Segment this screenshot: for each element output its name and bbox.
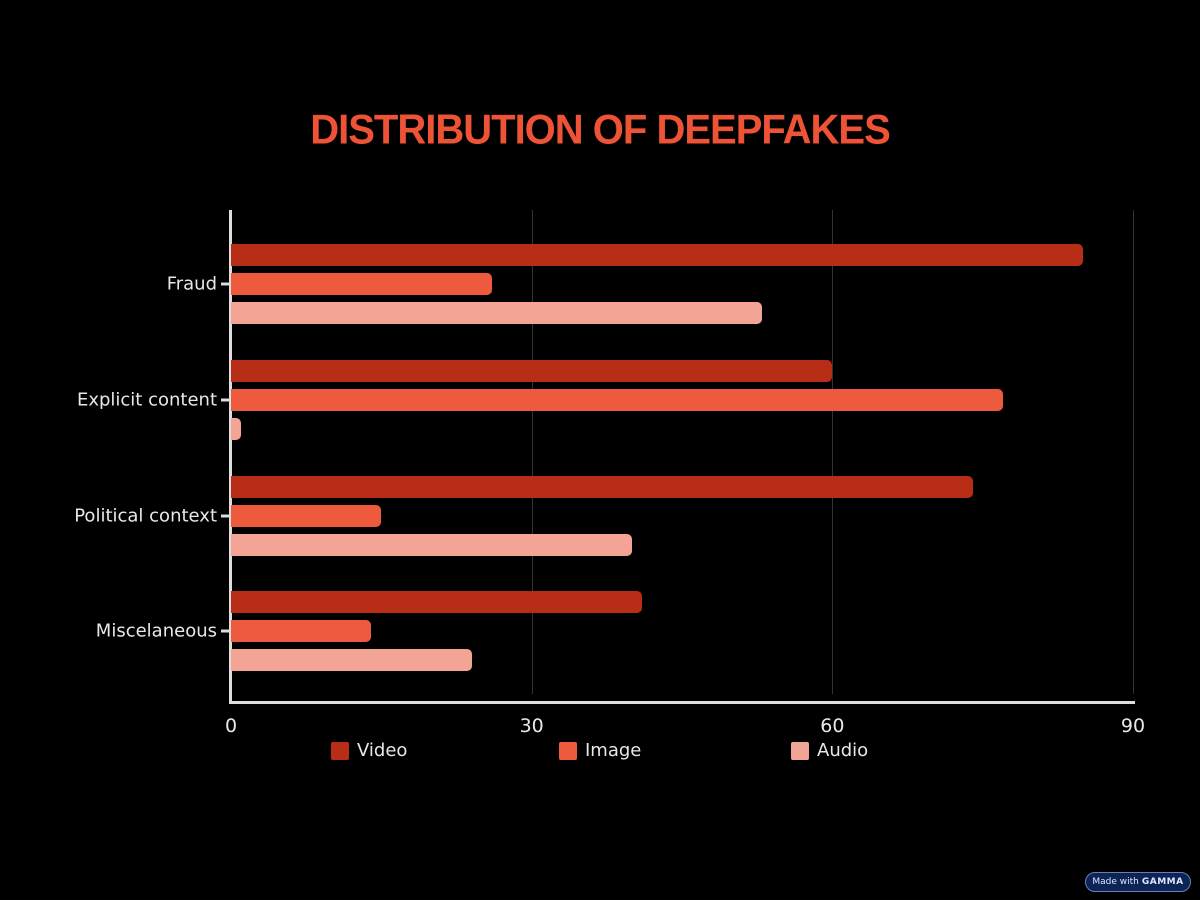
bar-video[interactable] xyxy=(231,476,973,498)
bar-image[interactable] xyxy=(231,389,1003,411)
category-tick xyxy=(221,282,230,286)
bar-video[interactable] xyxy=(231,244,1083,266)
legend-label: Video xyxy=(357,740,408,761)
category-tick xyxy=(221,514,230,518)
legend-item-video[interactable]: Video xyxy=(331,740,407,761)
x-axis xyxy=(229,701,1135,704)
bar-audio[interactable] xyxy=(231,418,242,440)
legend-swatch xyxy=(791,741,809,760)
bar-image[interactable] xyxy=(231,273,492,295)
gridline xyxy=(832,210,834,694)
bar-audio[interactable] xyxy=(231,649,472,671)
gridline xyxy=(1133,210,1134,694)
y-axis xyxy=(229,210,232,704)
legend-item-audio[interactable]: Audio xyxy=(791,740,868,761)
category-tick xyxy=(221,398,230,402)
bar-image[interactable] xyxy=(231,620,372,642)
bar-audio[interactable] xyxy=(231,302,763,324)
category-label: Fraud xyxy=(166,273,217,295)
chart-title: DISTRIBUTION OF DEEPFAKES xyxy=(310,106,891,154)
category-label: Political context xyxy=(74,505,217,527)
bar-audio[interactable] xyxy=(231,534,632,556)
bar-video[interactable] xyxy=(231,360,833,382)
x-tick-label: 60 xyxy=(820,715,845,737)
legend: Video Image Audio xyxy=(0,740,1200,764)
bar-image[interactable] xyxy=(231,505,382,527)
category-label: Miscelaneous xyxy=(95,620,217,642)
x-tick-label: 90 xyxy=(1120,715,1146,737)
gridline xyxy=(531,210,533,694)
x-tick-label: 0 xyxy=(224,715,238,737)
made-with-gamma-badge[interactable]: Made with GAMMA xyxy=(1085,872,1191,892)
category-tick xyxy=(221,629,230,633)
legend-item-image[interactable]: Image xyxy=(559,740,641,761)
badge-brand: GAMMA xyxy=(1141,877,1184,887)
category-label: Explicit content xyxy=(76,389,217,411)
legend-swatch xyxy=(559,741,577,760)
plot-area: 0 30 60 90 Fraud Explicit content Political co… xyxy=(74,210,1145,737)
legend-label: Image xyxy=(585,740,642,761)
bar-video[interactable] xyxy=(231,591,642,613)
legend-label: Audio xyxy=(817,740,869,761)
badge-prefix: Made with xyxy=(1092,877,1139,887)
legend-swatch xyxy=(331,741,349,760)
x-tick-label: 30 xyxy=(519,715,544,737)
